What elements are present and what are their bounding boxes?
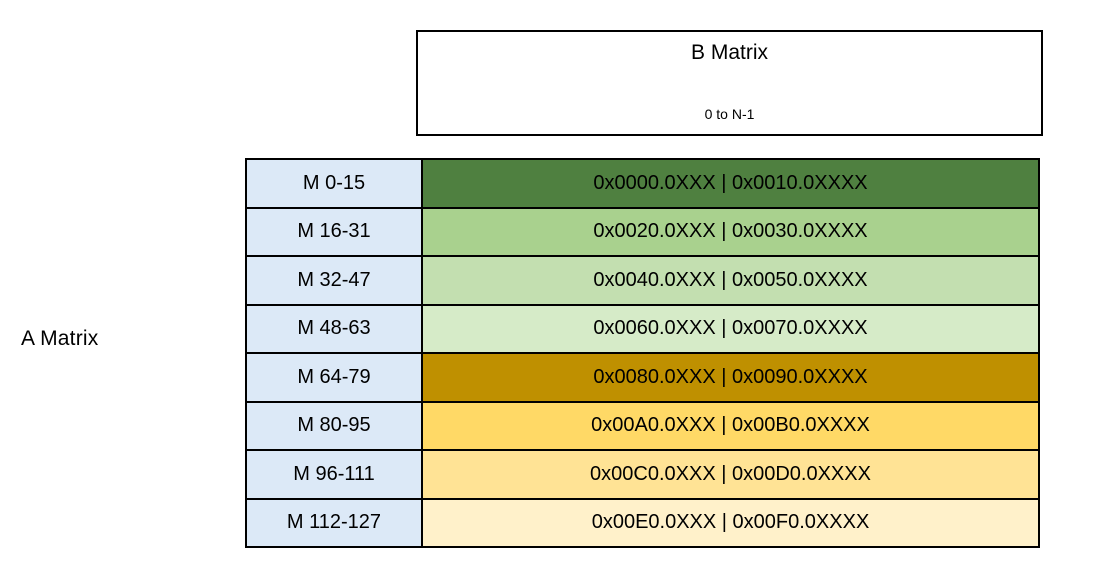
row-label: M 16-31 xyxy=(247,208,421,255)
row-address-range: 0x0060.0XXX | 0x0070.0XXXX xyxy=(423,305,1038,352)
row-address-range: 0x0080.0XXX | 0x0090.0XXXX xyxy=(423,354,1038,401)
memory-layout-table: M 0-15 0x0000.0XXX | 0x0010.0XXXX M 16-3… xyxy=(245,158,1040,548)
row-label: M 0-15 xyxy=(247,160,421,207)
b-matrix-title: B Matrix xyxy=(690,41,768,64)
row-label: M 80-95 xyxy=(247,402,421,449)
b-matrix-header-box: B Matrix 0 to N-1 xyxy=(416,30,1043,136)
row-label: M 32-47 xyxy=(247,257,421,304)
row-address-range: 0x00C0.0XXX | 0x00D0.0XXXX xyxy=(423,451,1038,498)
row-label: M 96-111 xyxy=(247,451,421,498)
a-matrix-label: A Matrix xyxy=(21,327,99,350)
row-address-range: 0x0020.0XXX | 0x0030.0XXXX xyxy=(423,208,1038,255)
row-address-range: 0x00E0.0XXX | 0x00F0.0XXXX xyxy=(423,499,1038,546)
b-matrix-range-label: 0 to N-1 xyxy=(704,106,755,122)
row-label: M 48-63 xyxy=(247,305,421,352)
row-address-range: 0x00A0.0XXX | 0x00B0.0XXXX xyxy=(423,402,1038,449)
row-label: M 64-79 xyxy=(247,354,421,401)
row-address-range: 0x0040.0XXX | 0x0050.0XXXX xyxy=(423,257,1038,304)
row-label: M 112-127 xyxy=(247,499,421,546)
row-address-range: 0x0000.0XXX | 0x0010.0XXXX xyxy=(423,160,1038,207)
